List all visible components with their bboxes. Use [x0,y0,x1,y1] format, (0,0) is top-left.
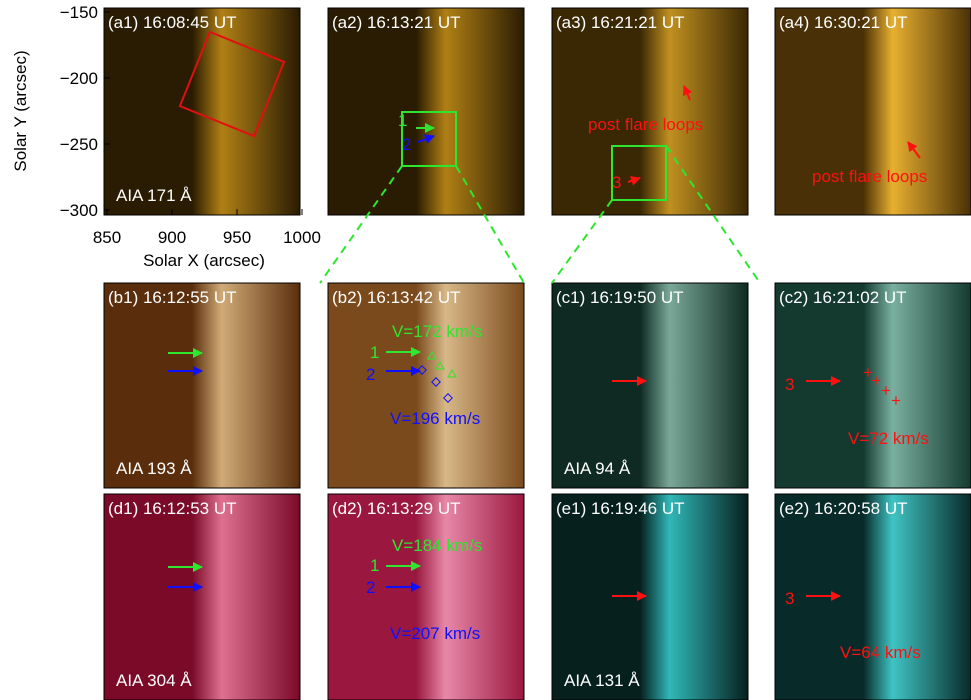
panel-label: (a4) 16:30:21 UT [779,13,908,32]
panel-label: (b2) 16:13:42 UT [332,288,461,307]
panel-label: (e2) 16:20:58 UT [779,499,908,518]
track-marker: + [891,391,901,410]
image-panel [328,283,524,488]
y-tick-label: −200 [60,69,98,88]
image-panel [552,283,748,488]
annotation: 3 [612,173,621,192]
x-tick-label: 1000 [283,228,321,247]
track-marker: + [871,371,881,390]
y-tick-label: −250 [60,135,98,154]
annotation: 3 [785,589,794,608]
channel-label: AIA 171 Å [116,186,192,205]
panel-label: (d2) 16:13:29 UT [332,499,461,518]
annotation: V=64 km/s [840,643,921,662]
annotation: 1 [370,343,379,362]
annotation: V=172 km/s [392,322,482,341]
track-marker: + [881,381,891,400]
image-panel [775,494,971,700]
image-panel [104,494,300,700]
panel-label: (e1) 16:19:46 UT [556,499,685,518]
channel-label: AIA 304 Å [116,671,192,690]
y-tick-label: −300 [60,201,98,220]
annotation: 2 [366,365,375,384]
x-tick-label: 950 [223,228,251,247]
x-axis-label: Solar X (arcsec) [143,251,265,270]
panel-label: (c1) 16:19:50 UT [556,288,684,307]
annotation: 2 [402,135,411,154]
panel-label: (d1) 16:12:53 UT [108,499,237,518]
annotation: post flare loops [812,167,927,186]
image-panel [104,8,300,215]
annotation: V=207 km/s [390,624,480,643]
y-axis-label: Solar Y (arcsec) [11,50,30,171]
panel-label: (a3) 16:21:21 UT [556,13,685,32]
annotation: 1 [370,556,379,575]
annotation: 3 [785,375,794,394]
annotation: post flare loops [588,115,703,134]
channel-label: AIA 193 Å [116,459,192,478]
y-tick-label: −150 [60,3,98,22]
panel-label: (a2) 16:13:21 UT [332,13,461,32]
annotation: V=72 km/s [848,429,929,448]
annotation: V=184 km/s [392,536,482,555]
x-tick-label: 900 [158,228,186,247]
image-panel [552,494,748,700]
channel-label: AIA 131 Å [564,671,640,690]
figure: (a1) 16:08:45 UT AIA 171 Å (a2) 16:13:21 U… [0,0,971,700]
annotation: V=196 km/s [390,409,480,428]
panel-label: (b1) 16:12:55 UT [108,288,237,307]
image-panel [328,494,524,700]
image-panel [104,283,300,488]
image-panel [552,8,748,215]
panel-label: (a1) 16:08:45 UT [108,13,237,32]
x-tick-label: 850 [93,228,121,247]
panel-label: (c2) 16:21:02 UT [779,288,907,307]
channel-label: AIA 94 Å [564,459,631,478]
annotation: 2 [366,578,375,597]
